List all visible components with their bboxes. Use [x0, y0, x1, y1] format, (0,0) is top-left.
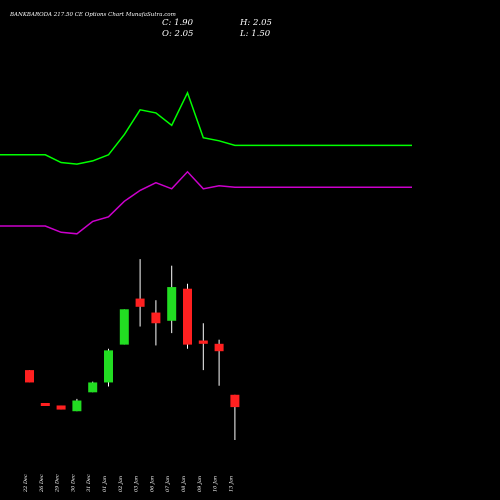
candle-12 [198, 323, 208, 371]
candle-body [151, 312, 161, 324]
candle-body [119, 309, 129, 345]
close-readout: C: 1.90 [162, 18, 194, 28]
candle-1 [25, 370, 34, 383]
candle-body [40, 403, 50, 406]
candle-body [214, 343, 224, 352]
candle-4 [72, 398, 82, 412]
candle-2 [40, 403, 50, 406]
x-tick-label: 06 Jan [149, 476, 155, 492]
candle-10 [167, 265, 177, 334]
candle-6 [104, 348, 113, 387]
chart-title: BANKBARODA 217.50 CE Options Chart Munaf… [9, 12, 176, 18]
candle-5 [88, 381, 98, 393]
x-tick-label: 29 Dec [55, 474, 61, 493]
candle-body [56, 405, 66, 410]
candle-body [25, 370, 34, 383]
candle-body [198, 340, 208, 344]
x-tick-label: 03 Jan [134, 476, 140, 492]
x-tick-label: 07 Jan [165, 476, 171, 492]
x-tick-label: 09 Jan [197, 476, 203, 492]
x-axis-ticks: 22 Dec 26 Dec 29 Dec 30 Dec 31 Dec 01 Jan 02 J… [23, 474, 234, 493]
x-tick-label: 10 Jan [213, 476, 219, 492]
x-tick-label: 26 Dec [39, 474, 45, 493]
candle-body [230, 394, 240, 408]
band-line-2 [0, 170, 412, 235]
candlesticks [25, 259, 240, 440]
low-readout: L: 1.50 [239, 29, 271, 39]
band-line-1 [0, 90, 412, 165]
candle-body [167, 287, 177, 321]
candle-3 [56, 405, 66, 410]
candle-body [104, 350, 113, 383]
open-readout: O: 2.05 [162, 29, 193, 39]
candle-8 [135, 259, 145, 327]
candle-body [72, 400, 82, 412]
x-tick-label: 13 Jan [228, 476, 234, 492]
candle-body [183, 288, 192, 345]
candle-7 [119, 309, 129, 345]
high-readout: H: 2.05 [239, 18, 272, 28]
x-tick-label: 30 Dec [70, 474, 76, 492]
candle-14 [230, 394, 240, 440]
x-tick-label: 31 Dec [86, 474, 92, 492]
x-tick-label: 02 Jan [118, 476, 124, 492]
x-tick-label: 01 Jan [102, 476, 108, 492]
x-tick-label: 22 Dec [23, 474, 29, 493]
candle-body [135, 298, 145, 307]
candle-9 [151, 300, 161, 346]
x-tick-label: 08 Jan [181, 476, 187, 492]
band-lines [0, 90, 412, 235]
candle-11 [183, 283, 192, 349]
candle-13 [214, 339, 224, 386]
candle-body [88, 382, 98, 393]
